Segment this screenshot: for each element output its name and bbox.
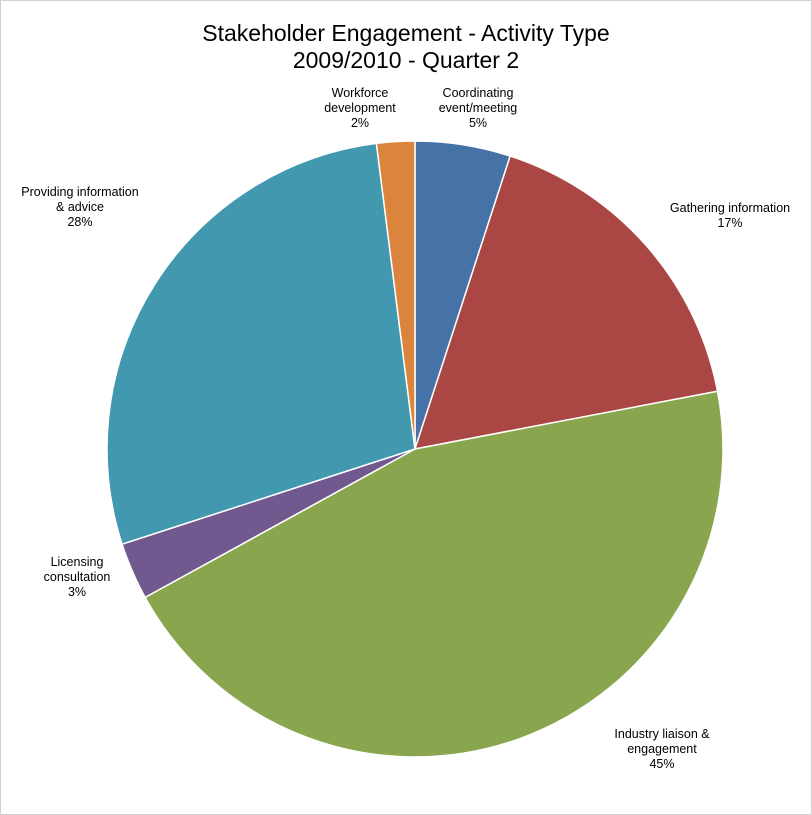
- chart-title: Stakeholder Engagement - Activity Type: [202, 20, 610, 46]
- slice-label: Licensing consultation 3%: [44, 555, 111, 599]
- pie-slices: [106, 140, 724, 758]
- pie-slice: [413, 155, 719, 450]
- slice-label: Industry liaison & engagement 45%: [614, 727, 710, 771]
- slice-label: Providing information & advice 28%: [21, 185, 138, 229]
- pie-slice: [144, 390, 724, 758]
- pie-labels: Coordinating event/meeting 5% Gathering inf…: [21, 86, 790, 771]
- slice-label: Gathering information 17%: [670, 201, 790, 230]
- chart-subtitle: 2009/2010 - Quarter 2: [292, 47, 520, 73]
- pie-slice: [375, 140, 416, 450]
- slice-label: Workforce development 2%: [324, 86, 396, 130]
- slice-label: Coordinating event/meeting 5%: [439, 86, 518, 130]
- pie-slice: [106, 142, 416, 546]
